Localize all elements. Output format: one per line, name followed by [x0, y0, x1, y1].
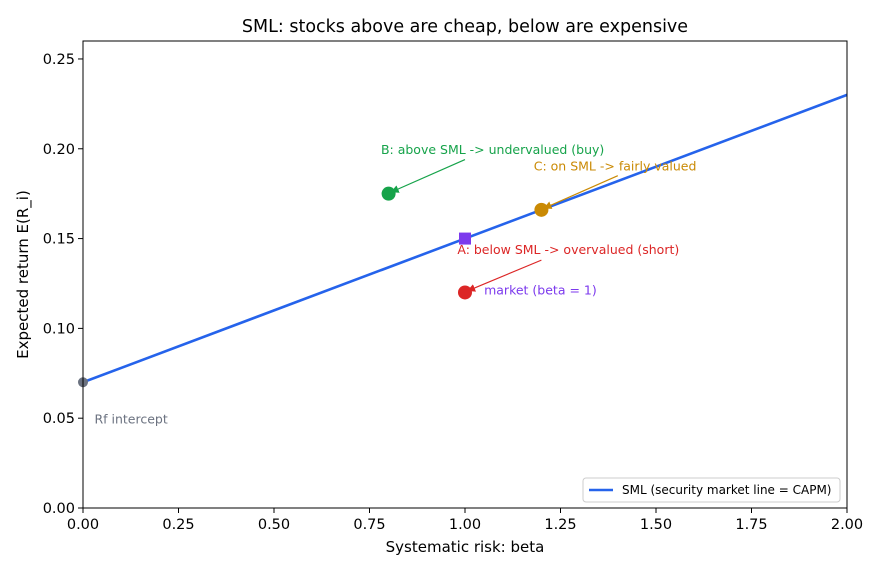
y-axis: 0.00 0.05 0.10 0.15 0.20 0.25: [43, 52, 83, 517]
x-tick-label: 1.75: [735, 517, 767, 533]
x-tick-label: 1.25: [544, 517, 576, 533]
annotation-b: B: above SML -> undervalued (buy): [381, 142, 604, 157]
x-tick-label: 1.50: [640, 517, 672, 533]
x-axis-label: Systematic risk: beta: [386, 538, 545, 556]
point-c: [534, 202, 549, 217]
y-tick-label: 0.20: [43, 142, 75, 158]
chart-title: SML: stocks above are cheap, below are e…: [242, 17, 688, 37]
legend: SML (security market line = CAPM): [582, 477, 841, 503]
x-tick-label: 2.00: [831, 517, 863, 533]
annotation-c: C: on SML -> fairly valued: [534, 158, 697, 173]
plot-frame: [82, 40, 848, 509]
y-tick-label: 0.25: [43, 52, 75, 68]
annotation-a: A: below SML -> overvalued (short): [457, 242, 679, 257]
annotation-arrow-c: [543, 175, 619, 209]
x-tick-label: 0.75: [353, 517, 385, 533]
annotation-arrow-a: [467, 259, 542, 292]
x-tick-label: 0.00: [67, 517, 99, 533]
x-tick-label: 0.25: [162, 517, 194, 533]
x-axis: 0.00 0.25 0.50 0.75 1.00 1.25 1.50 1.75 2.00: [67, 508, 863, 533]
annotation-arrow-b: [390, 158, 466, 193]
y-tick-label: 0.05: [43, 411, 75, 427]
point-market: [459, 232, 471, 245]
point-a: [458, 285, 472, 300]
y-axis-label: Expected return E(R_i): [14, 190, 33, 359]
legend-entry: SML (security market line = CAPM): [622, 483, 831, 497]
plot-area: Rf intercept market (beta = 1) A: below SM…: [78, 93, 848, 427]
x-tick-label: 1.00: [449, 517, 481, 533]
legend-box: [582, 477, 841, 503]
annotation-rf: Rf intercept: [94, 412, 167, 427]
point-b: [381, 186, 396, 201]
y-tick-label: 0.10: [43, 321, 75, 337]
y-tick-label: 0.15: [43, 232, 75, 248]
annotation-market: market (beta = 1): [484, 282, 597, 297]
y-tick-label: 0.00: [43, 501, 75, 517]
x-tick-label: 0.50: [258, 517, 290, 533]
